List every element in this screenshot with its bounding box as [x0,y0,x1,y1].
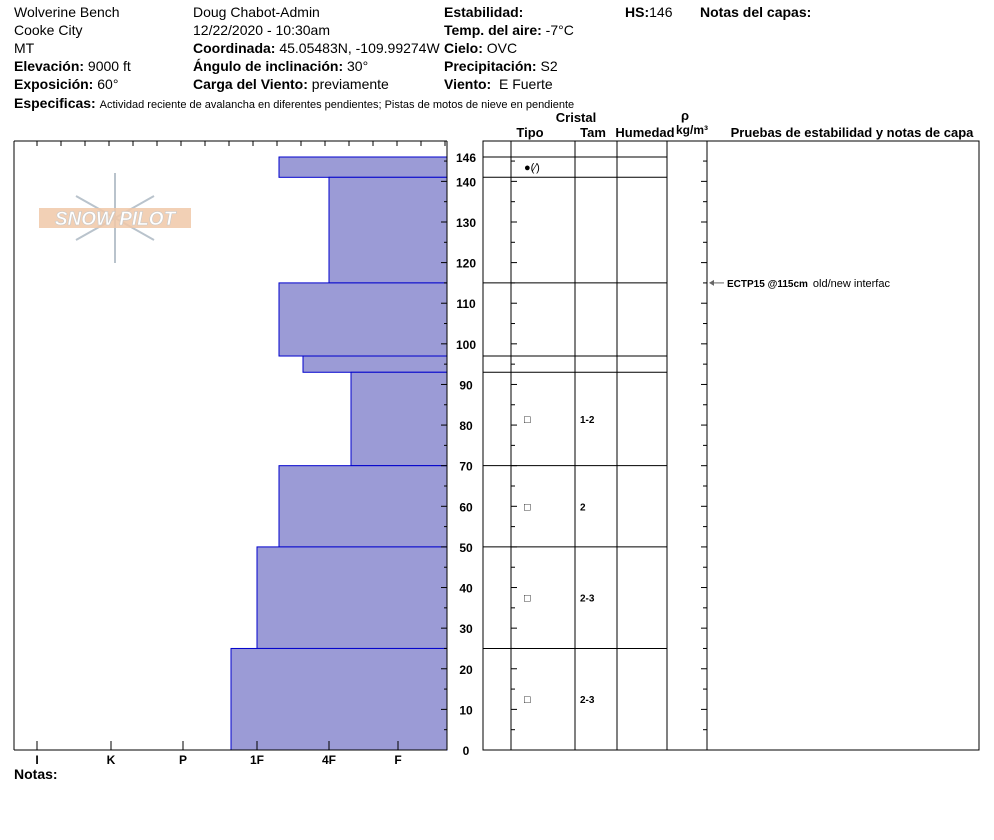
hardness-bar [256,546,448,649]
air-temp-label: Temp. del aire: [444,22,542,38]
wind: E Fuerte [498,76,553,92]
hardness-tick-label: K [107,753,116,767]
depth-tick-label: 30 [459,622,473,636]
hs-label: HS: [625,4,650,20]
hardness-tick-label: P [179,753,187,767]
grain-size: 1-2 [580,415,595,426]
hardness-tick-label: F [394,753,401,767]
precip: S2 [540,58,558,74]
wind-load-label: Carga del Viento: [193,76,308,92]
col-moisture: Humedad [615,125,674,140]
snowpilot-logo: SNOW PILOT [39,173,191,263]
grain-form: ●(⁄) [524,162,540,174]
elevation-label: Elevación: [14,58,85,74]
col-rho: ρ [681,108,689,123]
hardness-tick-label: I [35,753,38,767]
test-result: ECTP15 @115cm [727,279,808,290]
wind-load: previamente [311,76,389,92]
grain-form: □ [524,593,531,605]
hardness-bar [302,355,448,373]
depth-tick-label: 40 [459,582,473,596]
notes-label: Notas: [14,766,58,782]
specifics: Actividad reciente de avalancha en difer… [99,99,575,111]
hardness-bar [350,371,448,467]
slope-label: Ángulo de inclinación: [193,58,344,74]
grain-size: 2-3 [580,695,595,706]
col-type: Tipo [516,125,543,140]
depth-tick-label: 70 [459,460,473,474]
hs: 146 [649,4,673,20]
wind-label: Viento: [444,76,492,92]
hardness-bar [278,156,448,178]
sky: OVC [486,40,518,56]
grain-form: □ [524,414,531,426]
depth-tick-label: 50 [459,541,473,555]
depth-tick-label: 140 [456,175,476,189]
depth-tick-label: 130 [456,216,476,230]
city: Cooke City [14,22,83,38]
coord: 45.05483N, -109.99274W [279,40,440,56]
depth-tick-label: 90 [459,378,473,392]
hardness-tick-label: 4F [322,753,336,767]
depth-tick-label: 60 [459,500,473,514]
aspect-label: Exposición: [14,76,94,92]
hardness-bar [278,465,448,548]
layer-notes-label: Notas del capas: [700,4,812,20]
logo-text: SNOW PILOT [55,209,177,230]
sky-label: Cielo: [444,40,483,56]
col-size: Tam [580,125,606,140]
depth-tick-label: 20 [459,663,473,677]
hardness-bar [328,176,448,284]
arrow-head-icon [709,279,714,286]
grain-size: 2 [580,502,586,513]
depth-tick-label: 80 [459,419,473,433]
grain-form: □ [524,501,531,513]
depth-tick-label: 110 [456,297,476,311]
stability-test: ECTP15 @115cm old/new interfac [727,278,890,290]
depth-tick-label: 146 [456,151,476,165]
depth-tick-label: 120 [456,257,476,271]
hardness-tick-label: 1F [250,753,264,767]
observer: Doug Chabot-Admin [193,4,320,20]
col-tests: Pruebas de estabilidad y notas de capa [731,125,975,140]
aspect: 60° [97,76,119,92]
depth-tick-label: 100 [456,338,476,352]
elevation: 9000 ft [87,58,131,74]
specifics-label: Especificas: [14,95,96,111]
test-note: old/new interfac [813,278,891,290]
state: MT [14,40,35,56]
precip-label: Precipitación: [444,58,537,74]
depth-tick-label: 0 [463,744,470,758]
crystal-grid-frame [482,140,980,751]
stability-label: Estabilidad: [444,4,524,20]
coord-label: Coordinada: [193,40,276,56]
depth-tick-label: 10 [459,703,473,717]
slope: 30° [347,58,369,74]
location: Wolverine Bench [14,4,120,20]
hardness-bar [278,282,448,357]
col-density: kg/m³ [676,123,708,137]
grain-size: 2-3 [580,594,595,605]
col-crystal: Cristal [556,110,596,125]
grain-form: □ [524,694,531,706]
air-temp: -7°C [545,22,574,38]
datetime: 12/22/2020 - 10:30am [193,22,330,38]
hardness-bar [230,647,448,751]
